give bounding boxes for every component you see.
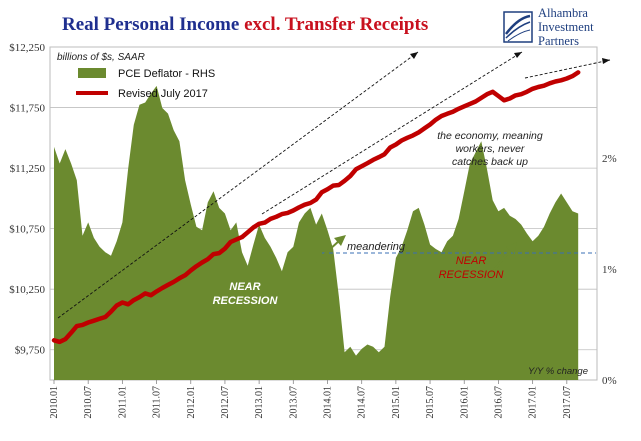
near-recession-2-line1: NEAR xyxy=(456,255,487,267)
x-tick-label: 2012.01 xyxy=(186,386,197,419)
trend-arrows xyxy=(57,51,611,319)
green-arrows xyxy=(315,239,513,271)
x-tick-label: 2014.01 xyxy=(323,386,334,419)
green-arrowhead-2 xyxy=(506,242,517,254)
x-tick-label: 2010.01 xyxy=(49,386,60,419)
logo-line-1: Alhambra xyxy=(538,6,588,20)
legend-swatch-area xyxy=(78,68,106,78)
arrowhead-3 xyxy=(602,58,610,64)
legend: PCE Deflator - RHS Revised July 2017 xyxy=(76,68,215,100)
x-tick-label: 2014.07 xyxy=(357,386,368,419)
title-part-1: Real Personal Income xyxy=(62,14,244,35)
x-tick-label: 2017.07 xyxy=(562,386,573,419)
x-tick-label: 2011.07 xyxy=(152,386,163,418)
green-arrow-1 xyxy=(315,239,341,263)
right-tick-label: 2% xyxy=(602,153,617,165)
right-tick-label: 1% xyxy=(602,264,617,276)
left-tick-label: $10,250 xyxy=(9,284,45,296)
green-arrowhead-1 xyxy=(334,235,346,246)
economy-note-line2: workers, never xyxy=(456,143,525,155)
trend-arrow-2 xyxy=(261,51,523,215)
trend-arrow-3 xyxy=(524,59,611,79)
meandering-label: meandering xyxy=(347,241,406,253)
left-axis-ticks: $9,750 $10,250 $10,750 $11,250 $11,750 $12,25… xyxy=(9,42,45,357)
x-tick-label: 2013.07 xyxy=(288,386,299,419)
x-tick-label: 2012.07 xyxy=(220,386,231,419)
arrowhead-1 xyxy=(410,52,418,59)
x-tick-label: 2013.01 xyxy=(254,386,265,419)
x-tick-label: 2015.07 xyxy=(425,386,436,419)
logo-line-2: Investment xyxy=(538,20,594,34)
left-tick-label: $10,750 xyxy=(9,224,45,236)
alhambra-logo: Alhambra Investment Partners xyxy=(503,6,594,48)
legend-label-income: Revised July 2017 xyxy=(118,88,208,100)
trend-arrowheads xyxy=(410,52,610,64)
right-axis-ticks: 0% 1% 2% xyxy=(602,153,617,387)
x-tick-label: 2011.01 xyxy=(117,386,128,418)
green-arrow-2 xyxy=(493,247,513,271)
economy-note-line1: the economy, meaning xyxy=(437,130,543,142)
arrowhead-2 xyxy=(514,52,522,58)
economy-note-line3: catches back up xyxy=(452,156,528,168)
title-part-2: excl. Transfer Receipts xyxy=(244,14,428,35)
near-recession-1-line1: NEAR xyxy=(229,281,260,293)
x-tick-label: 2017.01 xyxy=(528,386,539,419)
yy-change-label: Y/Y % change xyxy=(528,366,588,377)
near-recession-1-line2: RECESSION xyxy=(213,295,279,307)
pce-deflator-area-layer xyxy=(54,85,579,381)
left-tick-label: $11,250 xyxy=(10,163,46,175)
near-recession-2-line2: RECESSION xyxy=(439,269,504,281)
right-tick-label: 0% xyxy=(602,375,617,387)
left-tick-label: $12,250 xyxy=(9,42,45,54)
legend-label-pce: PCE Deflator - RHS xyxy=(118,68,215,80)
units-label: billions of $s, SAAR xyxy=(57,52,145,63)
x-tick-label: 2010.07 xyxy=(83,386,94,419)
green-arrowheads xyxy=(334,235,517,254)
real-income-line xyxy=(51,70,581,345)
x-tick-label: 2016.07 xyxy=(493,386,504,419)
left-tick-label: $9,750 xyxy=(15,345,46,357)
x-tick-label: 2015.01 xyxy=(391,386,402,419)
pce-deflator-area xyxy=(54,85,579,381)
logo-line-3: Partners xyxy=(538,34,579,48)
chart-title: Real Personal Income excl. Transfer Rece… xyxy=(62,14,428,35)
x-tick-label: 2016.01 xyxy=(459,386,470,419)
income-line-layer xyxy=(51,70,581,345)
left-tick-label: $11,750 xyxy=(10,103,46,115)
x-axis-ticks: 2010.01 2010.07 2011.01 2011.07 2012.01 2012.… xyxy=(49,380,573,419)
logo-mark-icon xyxy=(503,11,533,43)
